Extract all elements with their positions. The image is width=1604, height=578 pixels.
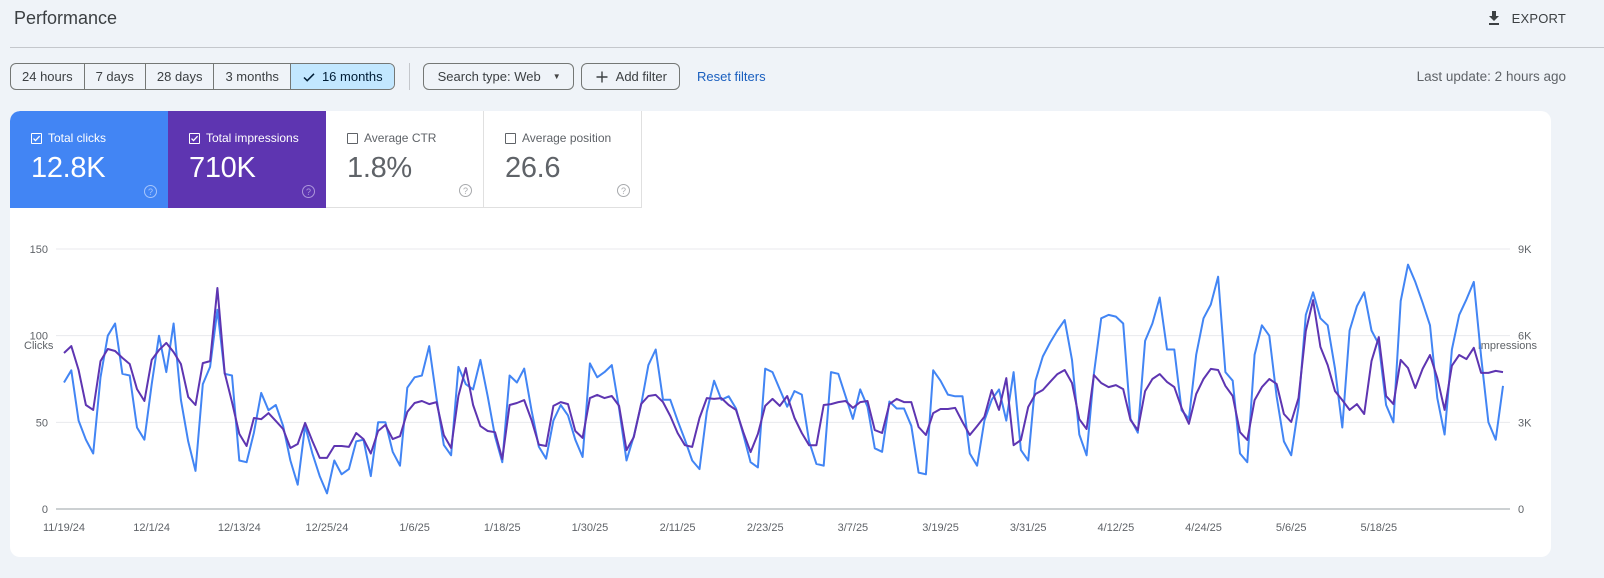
metric-total-impressions[interactable]: Total impressions 710K ? <box>168 111 326 208</box>
x-axis-ticks: 11/19/24 12/1/24 12/13/24 12/25/24 1/6/25 1/1… <box>43 522 1397 534</box>
svg-text:4/12/25: 4/12/25 <box>1098 522 1135 534</box>
search-type-dropdown[interactable]: Search type: Web ▼ <box>422 63 574 90</box>
checkbox-checked-icon[interactable] <box>31 132 42 144</box>
chart-gridlines <box>56 248 1510 510</box>
svg-text:0: 0 <box>1518 504 1524 516</box>
plus-icon <box>596 71 608 82</box>
svg-text:50: 50 <box>36 417 48 429</box>
checkbox-unchecked-icon[interactable] <box>347 132 358 144</box>
svg-text:12/1/24: 12/1/24 <box>133 522 170 534</box>
date-range-label: 24 hours <box>22 69 73 84</box>
date-range-label: 7 days <box>95 69 134 84</box>
date-range-label: 3 months <box>225 69 279 84</box>
export-button[interactable]: EXPORT <box>1486 10 1566 26</box>
svg-text:12/13/24: 12/13/24 <box>218 522 261 534</box>
header-divider <box>10 47 1604 48</box>
svg-text:3/7/25: 3/7/25 <box>838 522 869 534</box>
svg-text:1/6/25: 1/6/25 <box>399 522 430 534</box>
metric-tiles: Total clicks 12.8K ? Total impressions 7… <box>10 111 1551 208</box>
y2-axis-ticks: 0 3K 6K 9K <box>1518 244 1532 516</box>
y-axis-label-impressions: Impressions <box>1478 340 1538 352</box>
search-type-label: Search type: Web <box>437 69 541 84</box>
svg-text:12/25/24: 12/25/24 <box>306 522 349 534</box>
svg-text:11/19/24: 11/19/24 <box>43 522 85 534</box>
dropdown-arrow-icon: ▼ <box>552 72 561 81</box>
help-icon[interactable]: ? <box>144 185 157 198</box>
export-label: EXPORT <box>1511 10 1566 26</box>
metric-label: Average CTR <box>364 131 437 145</box>
download-icon <box>1488 11 1499 25</box>
date-range-24-hours[interactable]: 24 hours <box>11 64 85 89</box>
help-icon[interactable]: ? <box>302 185 315 198</box>
help-icon[interactable]: ? <box>459 184 472 197</box>
svg-text:2/11/25: 2/11/25 <box>660 522 696 534</box>
date-range-label: 16 months <box>321 69 383 84</box>
svg-text:100: 100 <box>30 331 48 343</box>
metric-label: Average position <box>522 131 612 145</box>
metric-average-ctr[interactable]: Average CTR 1.8% ? <box>326 111 484 208</box>
svg-text:150: 150 <box>30 244 48 256</box>
toolbar-separator <box>408 63 410 90</box>
metric-label: Total impressions <box>206 131 299 145</box>
svg-text:3/19/25: 3/19/25 <box>922 522 959 534</box>
date-range-selector: 24 hours 7 days 28 days 3 months 16 mont… <box>10 63 395 90</box>
metric-value: 710K <box>189 152 256 184</box>
svg-text:0: 0 <box>42 504 48 516</box>
date-range-3-months[interactable]: 3 months <box>214 64 291 89</box>
svg-text:5/18/25: 5/18/25 <box>1360 522 1397 534</box>
impressions-line[interactable] <box>63 287 1504 460</box>
clicks-line[interactable] <box>63 263 1504 495</box>
y-axis-label-clicks: Clicks <box>24 340 54 352</box>
help-icon[interactable]: ? <box>617 184 630 197</box>
add-filter-label: Add filter <box>615 69 667 84</box>
page-title: Performance <box>14 8 118 28</box>
checkbox-checked-icon[interactable] <box>189 132 200 144</box>
svg-text:5/6/25: 5/6/25 <box>1276 522 1307 534</box>
checkbox-unchecked-icon[interactable] <box>505 132 516 144</box>
y-axis-ticks: 0 50 100 150 <box>30 244 48 516</box>
performance-card: Total clicks 12.8K ? Total impressions 7… <box>10 111 1551 557</box>
toolbar: 24 hours 7 days 28 days 3 months 16 mont… <box>10 63 766 90</box>
metric-label: Total clicks <box>48 131 107 145</box>
metric-value: 26.6 <box>505 152 561 184</box>
checkmark-icon <box>303 72 315 82</box>
metric-value: 12.8K <box>31 152 106 184</box>
metric-value: 1.8% <box>347 152 412 184</box>
svg-text:1/30/25: 1/30/25 <box>572 522 609 534</box>
svg-text:4/24/25: 4/24/25 <box>1185 522 1222 534</box>
svg-text:9K: 9K <box>1518 244 1532 256</box>
performance-chart[interactable]: Clicks Impressions 0 50 100 150 0 3K 6K 9K 11/… <box>10 222 1551 557</box>
date-range-28-days[interactable]: 28 days <box>146 64 215 89</box>
date-range-7-days[interactable]: 7 days <box>85 64 146 89</box>
date-range-label: 28 days <box>156 69 203 84</box>
svg-text:3/31/25: 3/31/25 <box>1010 522 1047 534</box>
reset-filters-link[interactable]: Reset filters <box>696 69 766 84</box>
metric-average-position[interactable]: Average position 26.6 ? <box>484 111 642 208</box>
svg-text:3K: 3K <box>1518 417 1532 429</box>
date-range-16-months[interactable]: 16 months <box>290 64 394 89</box>
svg-text:1/18/25: 1/18/25 <box>484 522 521 534</box>
metric-total-clicks[interactable]: Total clicks 12.8K ? <box>10 111 168 208</box>
last-update-text: Last update: 2 hours ago <box>1416 69 1566 84</box>
svg-text:2/23/25: 2/23/25 <box>747 522 784 534</box>
add-filter-button[interactable]: Add filter <box>580 63 680 90</box>
svg-text:6K: 6K <box>1518 331 1532 343</box>
